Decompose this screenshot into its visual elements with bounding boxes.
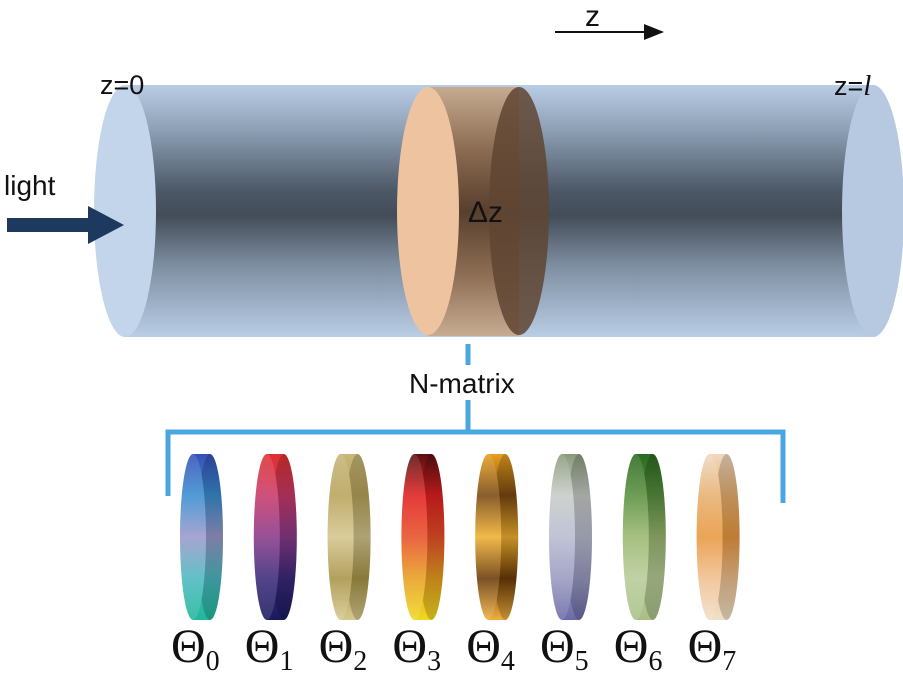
theta-index: 3: [427, 646, 442, 677]
theta-index: 4: [500, 646, 515, 677]
light-label: light: [4, 170, 56, 201]
theta-symbol: Θ: [540, 620, 575, 673]
theta-label-0: Θ0: [171, 623, 220, 676]
theta-label-4: Θ4: [466, 623, 515, 676]
component-disc-7: [696, 454, 740, 620]
theta-label-5: Θ5: [540, 623, 589, 676]
theta-symbol: Θ: [171, 620, 206, 673]
theta-index: 1: [279, 646, 294, 677]
theta-symbol: Θ: [392, 620, 428, 673]
theta-symbol: Θ: [687, 620, 723, 673]
start-position-label: z=0: [100, 70, 145, 100]
end-position-symbol: l: [863, 70, 872, 102]
component-disc-4: [475, 454, 519, 620]
component-discs: [180, 454, 740, 620]
slice-front-face: [397, 87, 459, 335]
fiber-start-face: [94, 85, 156, 337]
slice-segment: [397, 87, 549, 336]
n-matrix-label: N-matrix: [409, 368, 515, 399]
theta-symbol: Θ: [613, 620, 649, 673]
n-matrix-bracket: [165, 344, 786, 503]
end-position-prefix: z=: [834, 71, 864, 101]
theta-symbol: Θ: [318, 620, 354, 673]
component-disc-0: [180, 454, 223, 620]
component-disc-1: [253, 454, 297, 620]
component-disc-5: [549, 454, 592, 620]
component-disc-6: [622, 454, 666, 620]
theta-index: 5: [574, 646, 589, 677]
theta-label-1: Θ1: [245, 623, 294, 676]
component-disc-2: [327, 454, 371, 620]
end-position-label: z=l: [834, 72, 871, 101]
light-arrow: [7, 206, 124, 244]
fiber-end-cap: [842, 85, 903, 337]
z-axis-label: z: [585, 0, 600, 33]
theta-label-7: Θ7: [688, 623, 737, 676]
theta-label-2: Θ2: [319, 623, 368, 676]
theta-index: 0: [205, 646, 220, 677]
theta-index: 7: [722, 646, 737, 677]
theta-label-6: Θ6: [614, 623, 663, 676]
theta-index: 2: [353, 646, 368, 677]
theta-symbol: Θ: [466, 620, 501, 673]
slice-label: Δz: [468, 196, 504, 229]
component-disc-3: [401, 454, 445, 620]
theta-symbol: Θ: [244, 620, 280, 673]
theta-label-3: Θ3: [392, 623, 441, 676]
theta-index: 6: [648, 646, 663, 677]
